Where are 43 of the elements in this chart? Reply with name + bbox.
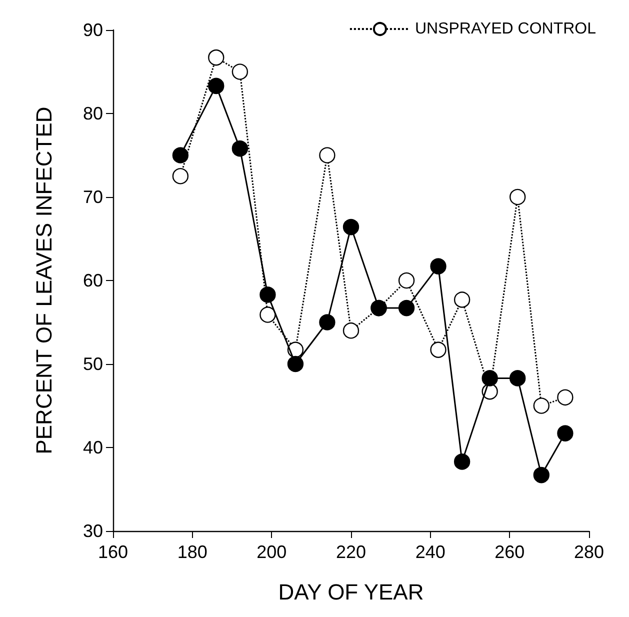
y-tick-label: 40 — [82, 438, 103, 458]
point — [172, 147, 189, 164]
legend-label: UNSPRAYED CONTROL — [414, 20, 596, 38]
point — [557, 389, 574, 406]
point — [287, 356, 304, 372]
x-tick-label: 160 — [98, 542, 128, 562]
x-tick-label: 280 — [574, 542, 604, 562]
point — [342, 218, 360, 236]
x-tick-label: 220 — [336, 542, 366, 562]
point — [557, 425, 574, 442]
y-tick-label: 80 — [82, 104, 103, 124]
point — [232, 140, 248, 157]
point — [533, 466, 550, 484]
point — [342, 322, 360, 339]
y-tick-label: 70 — [82, 187, 103, 207]
point — [533, 398, 550, 414]
point — [510, 370, 526, 386]
point — [510, 188, 526, 206]
point — [454, 454, 470, 470]
point — [319, 314, 336, 330]
x-tick-label: 240 — [415, 542, 446, 562]
point — [398, 300, 415, 316]
y-tick-label: 30 — [82, 521, 103, 541]
point — [454, 292, 470, 308]
point — [319, 147, 336, 164]
point — [208, 78, 224, 94]
y-tick-label: 50 — [82, 354, 103, 374]
y-tick-label: 90 — [82, 20, 103, 40]
point — [482, 370, 498, 386]
point — [208, 49, 224, 66]
point — [232, 64, 248, 80]
point — [430, 258, 446, 274]
x-tick-label: 180 — [177, 542, 208, 562]
x-tick-label: 260 — [494, 542, 525, 562]
point — [260, 286, 276, 303]
y-tick-label: 60 — [82, 270, 103, 290]
y-axis-title: PERCENT OF LEAVES INFECTED — [32, 106, 56, 454]
point — [430, 342, 446, 358]
point — [260, 306, 276, 323]
point — [172, 168, 189, 184]
x-axis-title: DAY OF YEAR — [278, 580, 424, 604]
x-tick-label: 200 — [256, 542, 287, 562]
point — [398, 272, 415, 289]
